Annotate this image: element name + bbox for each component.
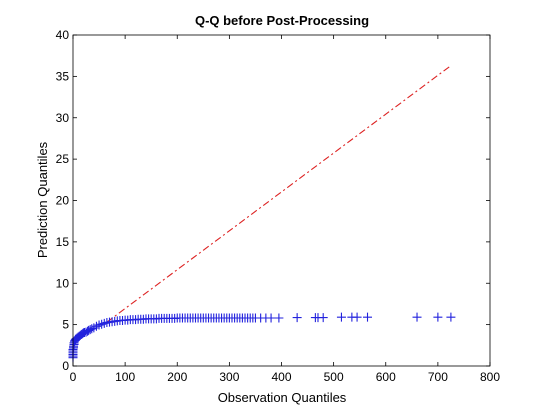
y-tick-label: 15	[56, 235, 70, 249]
y-tick-label: 20	[56, 194, 70, 208]
x-tick-label: 400	[271, 370, 291, 384]
data-point	[336, 312, 346, 322]
x-tick-label: 100	[115, 370, 135, 384]
data-point	[363, 312, 373, 322]
data-point	[266, 313, 276, 323]
x-axis-label: Observation Quantiles	[218, 390, 347, 405]
y-tick-label: 10	[56, 276, 70, 290]
x-tick-label: 600	[376, 370, 396, 384]
x-tick-label: 800	[480, 370, 500, 384]
data-point	[412, 312, 422, 322]
chart-title: Q-Q before Post-Processing	[195, 13, 369, 28]
y-tick-label: 30	[56, 111, 70, 125]
reference-line	[106, 65, 452, 323]
axes-frame	[72, 34, 491, 367]
y-tick-label: 35	[56, 69, 70, 83]
data-points	[68, 312, 456, 363]
x-tick-label: 700	[428, 370, 448, 384]
data-point	[318, 313, 328, 323]
reference-line-group	[106, 65, 452, 323]
data-point	[433, 312, 443, 322]
y-tick-label: 5	[62, 318, 69, 332]
data-point	[352, 312, 362, 322]
y-axis-label: Prediction Quantiles	[35, 141, 50, 258]
x-tick-label: 300	[219, 370, 239, 384]
data-point	[446, 312, 456, 322]
data-point	[274, 313, 284, 323]
plot-area	[73, 35, 490, 366]
data-point	[292, 313, 302, 323]
data-point	[85, 325, 95, 335]
x-tick-label: 200	[167, 370, 187, 384]
x-tick-label: 0	[70, 370, 77, 384]
y-tick-label: 25	[56, 152, 70, 166]
x-tick-label: 500	[324, 370, 344, 384]
y-tick-label: 40	[56, 28, 70, 42]
y-tick-label: 0	[62, 359, 69, 373]
data-point	[87, 324, 97, 334]
data-point	[77, 329, 87, 339]
axis-ticks: 0 100 200 300 400 500 600 700 800 0 5 10 15 20 25 30 35 4…	[56, 28, 501, 384]
